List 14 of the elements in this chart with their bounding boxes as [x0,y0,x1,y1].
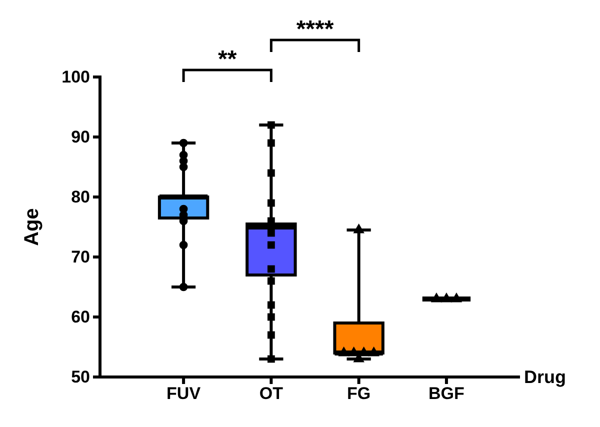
x-tick-label: FUV [166,384,202,404]
x-tick-label: FG [347,384,371,404]
y-tick-label: 90 [71,127,90,146]
y-tick-label: 80 [71,187,90,206]
y-tick-label: 70 [71,247,90,266]
x-axis-title: Drug [524,367,566,387]
y-axis-title: Age [21,208,43,246]
y-tick-label: 50 [71,367,90,386]
x-tick-label: OT [259,384,284,404]
text: ** [218,46,238,73]
y-tick-label: 100 [62,67,90,86]
text: **** [296,16,334,43]
y-tick-label: 60 [71,307,90,326]
x-tick-label: BGF [428,384,464,404]
